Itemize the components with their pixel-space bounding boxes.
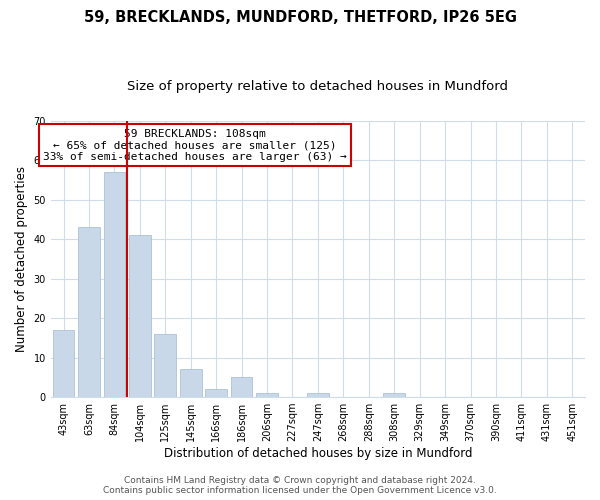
Bar (383, 393, 405, 397)
Bar (154, 334, 176, 397)
Bar (104, 172, 125, 397)
Bar (231, 378, 253, 397)
Bar (180, 370, 202, 397)
Bar (78, 227, 100, 397)
X-axis label: Distribution of detached houses by size in Mundford: Distribution of detached houses by size … (164, 447, 472, 460)
Text: Contains HM Land Registry data © Crown copyright and database right 2024.
Contai: Contains HM Land Registry data © Crown c… (103, 476, 497, 495)
Y-axis label: Number of detached properties: Number of detached properties (15, 166, 28, 352)
Bar (256, 393, 278, 397)
Bar (307, 393, 329, 397)
Bar (129, 235, 151, 397)
Title: Size of property relative to detached houses in Mundford: Size of property relative to detached ho… (127, 80, 508, 93)
Text: 59 BRECKLANDS: 108sqm
← 65% of detached houses are smaller (125)
33% of semi-det: 59 BRECKLANDS: 108sqm ← 65% of detached … (43, 129, 347, 162)
Bar (205, 389, 227, 397)
Text: 59, BRECKLANDS, MUNDFORD, THETFORD, IP26 5EG: 59, BRECKLANDS, MUNDFORD, THETFORD, IP26… (83, 10, 517, 25)
Bar (53, 330, 74, 397)
